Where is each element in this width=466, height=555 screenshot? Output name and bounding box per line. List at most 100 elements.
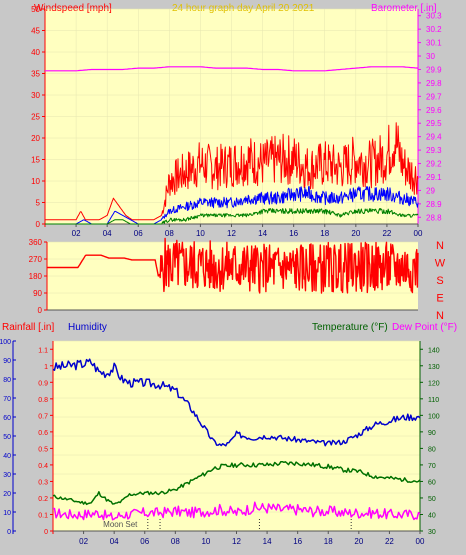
wind-x-tick-label: 22 — [382, 229, 391, 238]
rainfall-y-tick-label: 0.9 — [38, 380, 48, 387]
rainfall-y-tick-label: 0.4 — [38, 463, 48, 470]
compass-label: S — [436, 275, 443, 287]
humidity-label: Humidity — [68, 322, 107, 333]
temperature-y-tick-label: 110 — [428, 397, 439, 404]
compass-label: E — [436, 293, 443, 305]
barometer-y-tick-label: 29 — [426, 186, 435, 195]
wind-y-tick-label: 30 — [31, 91, 40, 100]
rainfall-y-tick-label: 1 — [44, 364, 48, 371]
direction-y-tick-label: 0 — [38, 306, 43, 315]
barometer-y-tick-label: 30.1 — [426, 39, 442, 48]
temperature-y-tick-label: 50 — [428, 496, 436, 503]
dew-point-line — [52, 501, 421, 521]
temperature-y-tick-label: 30 — [428, 529, 436, 536]
temperature-y-tick-label: 100 — [428, 413, 440, 420]
rainfall-y-tick-label: 0.3 — [38, 479, 48, 486]
weather-x-tick-label: 22 — [385, 537, 394, 546]
barometer-y-tick-label: 29.4 — [426, 133, 442, 142]
barometer-y-tick-label: 29.3 — [426, 146, 442, 155]
gust-line — [45, 122, 419, 221]
barometer-axis-title: Barometer [.in] — [371, 3, 437, 14]
wind-x-tick-label: 10 — [196, 229, 205, 238]
wind-x-tick-label: 20 — [351, 229, 360, 238]
dew-point-label: Dew Point (°F) — [392, 322, 457, 333]
wind-x-tick-label: 08 — [165, 229, 174, 238]
direction-y-tick-label: 360 — [29, 238, 43, 247]
weather-x-tick-label: 06 — [140, 537, 149, 546]
weather-x-tick-label: 16 — [293, 537, 302, 546]
rainfall-y-tick-label: 1.1 — [38, 347, 48, 354]
rainfall-y-tick-label: 0.7 — [38, 413, 48, 420]
barometer-y-tick-label: 29.1 — [426, 173, 442, 182]
temperature-y-tick-label: 70 — [428, 463, 436, 470]
wind-y-tick-label: 20 — [31, 134, 40, 143]
weather-chart: 010203040506070809010000.10.20.30.40.50.… — [0, 339, 440, 546]
temperature-y-tick-label: 130 — [428, 364, 440, 371]
barometer-y-tick-label: 28.8 — [426, 213, 442, 222]
compass-label: N — [436, 310, 444, 322]
barometer-y-tick-label: 30 — [426, 52, 435, 61]
humidity-y-tick-label: 10 — [3, 510, 11, 517]
wind-x-tick-label: 00 — [414, 229, 423, 238]
humidity-y-tick-label: 100 — [0, 339, 11, 346]
wind-x-tick-label: 14 — [258, 229, 267, 238]
weather-x-tick-label: 20 — [354, 537, 363, 546]
wind-x-tick-label: 12 — [227, 229, 236, 238]
barometer-y-tick-label: 29.6 — [426, 106, 442, 115]
barometer-y-tick-label: 28.9 — [426, 200, 442, 209]
rainfall-y-tick-label: 0.5 — [38, 446, 48, 453]
humidity-y-tick-label: 70 — [3, 396, 11, 403]
barometer-y-tick-label: 29.9 — [426, 65, 442, 74]
barometer-y-tick-label: 29.5 — [426, 119, 442, 128]
barometer-y-tick-label: 30.2 — [426, 25, 442, 34]
barometer-y-tick-label: 29.2 — [426, 160, 442, 169]
wind-y-tick-label: 45 — [31, 27, 40, 36]
weather-x-tick-label: 14 — [263, 537, 272, 546]
barometer-line — [45, 66, 419, 72]
humidity-y-tick-label: 20 — [3, 491, 11, 498]
wind-x-tick-label: 16 — [289, 229, 298, 238]
temperature-label: Temperature (°F) — [312, 322, 388, 333]
humidity-y-tick-label: 50 — [3, 434, 11, 441]
temperature-y-tick-label: 90 — [428, 430, 436, 437]
rainfall-label: Rainfall [.in] — [2, 322, 54, 333]
weather-x-tick-label: 04 — [110, 537, 119, 546]
wind-y-tick-label: 5 — [36, 199, 41, 208]
temperature-y-tick-label: 120 — [428, 380, 440, 387]
temperature-y-tick-label: 40 — [428, 512, 436, 519]
wind-min-line — [45, 208, 419, 225]
weather-x-tick-label: 08 — [171, 537, 180, 546]
humidity-y-tick-label: 90 — [3, 358, 11, 365]
rainfall-y-tick-label: 0.8 — [38, 397, 48, 404]
wind-y-tick-label: 0 — [36, 220, 41, 229]
compass-label: N — [436, 240, 444, 252]
direction-y-tick-label: 180 — [29, 272, 43, 281]
rainfall-y-tick-label: 0.6 — [38, 430, 48, 437]
humidity-y-tick-label: 40 — [3, 453, 11, 460]
temperature-y-tick-label: 140 — [428, 347, 440, 354]
direction-y-tick-label: 90 — [33, 289, 42, 298]
wind-x-tick-label: 04 — [103, 229, 112, 238]
rainfall-y-tick-label: 0.2 — [38, 496, 48, 503]
rainfall-y-tick-label: 0 — [44, 529, 48, 536]
windspeed-axis-title: Windspeed [mph] — [34, 3, 112, 14]
rainfall-y-tick-label: 0.1 — [38, 512, 48, 519]
wind-y-tick-label: 15 — [31, 156, 40, 165]
wind-y-tick-label: 50 — [31, 5, 40, 14]
wind-y-tick-label: 10 — [31, 177, 40, 186]
weather-x-tick-label: 18 — [324, 537, 333, 546]
humidity-y-tick-label: 80 — [3, 377, 11, 384]
humidity-y-tick-label: 60 — [3, 415, 11, 422]
humidity-y-tick-label: 30 — [3, 472, 11, 479]
humidity-y-tick-label: 0 — [7, 529, 11, 536]
humidity-line — [52, 358, 421, 447]
compass-label: W — [435, 258, 446, 270]
moon-set-label: Moon Set — [103, 520, 138, 529]
weather-x-tick-label: 00 — [416, 537, 425, 546]
wind-x-tick-label: 06 — [134, 229, 143, 238]
temperature-y-tick-label: 80 — [428, 446, 436, 453]
wind-x-tick-label: 02 — [72, 229, 81, 238]
